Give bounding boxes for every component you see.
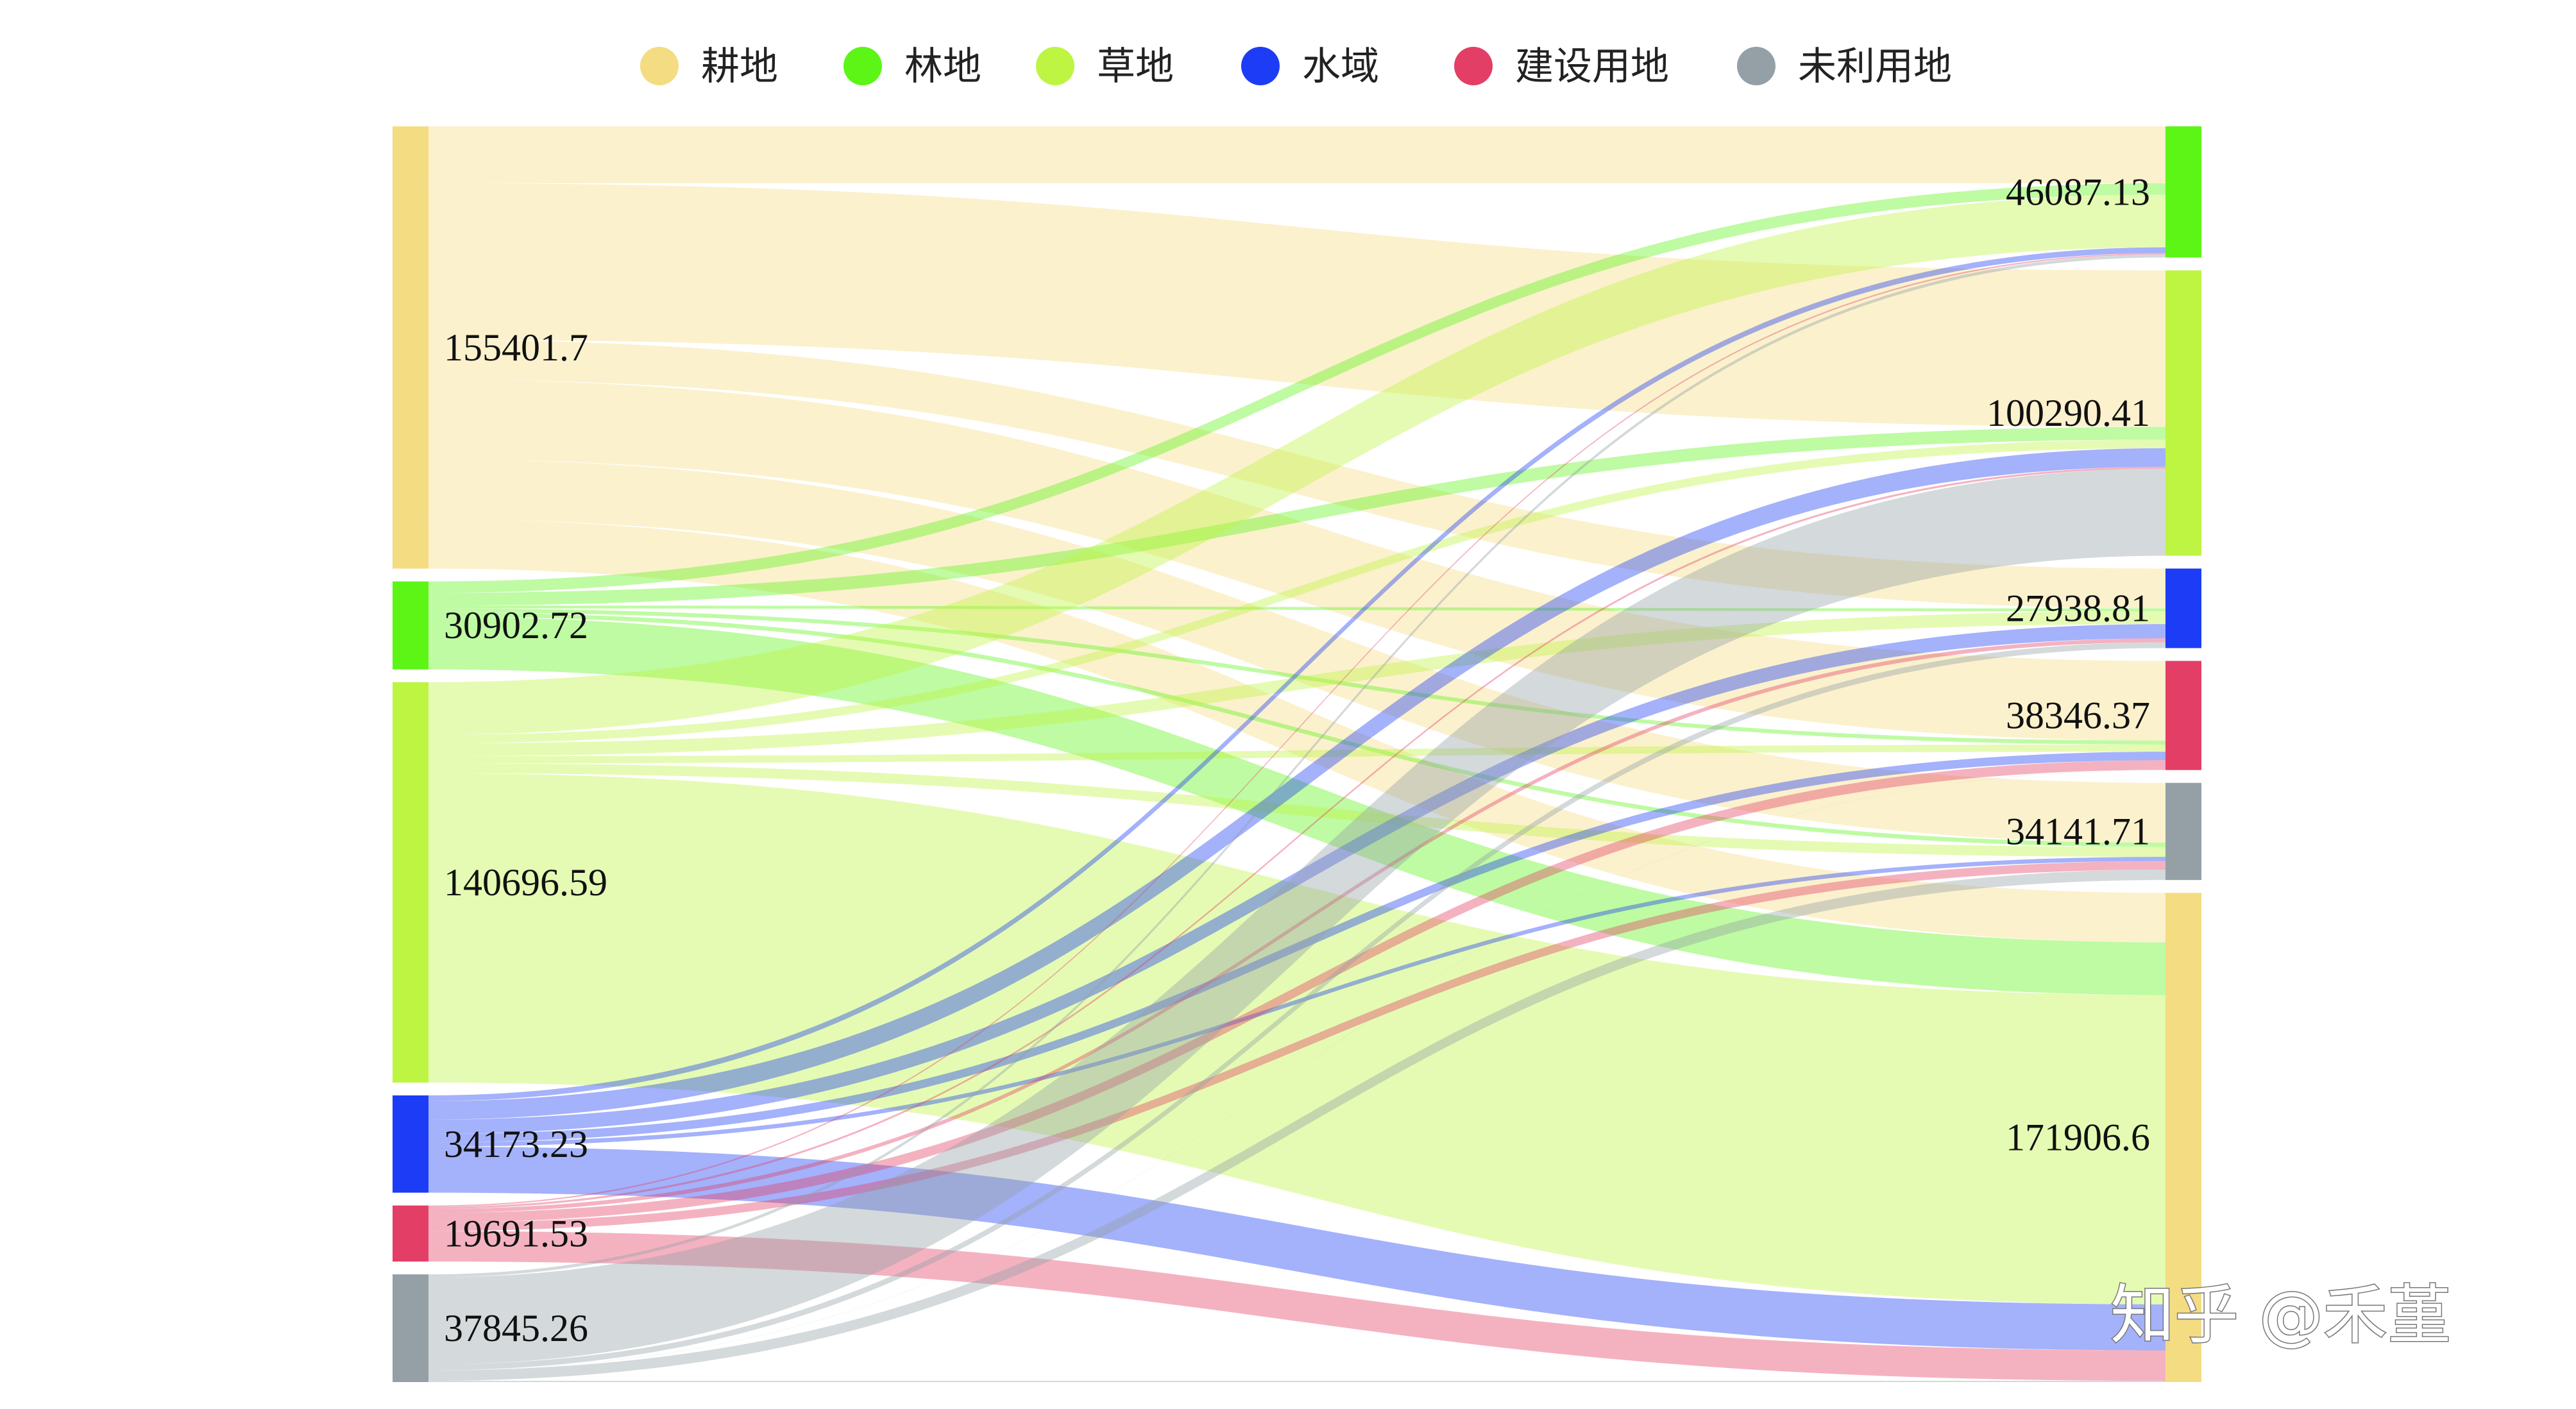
source-node-label-unused: 37845.26	[444, 1307, 588, 1349]
link-builtup-to-unused	[428, 861, 2165, 1231]
link-forest-to-builtup	[428, 608, 2165, 745]
link-unused-to-water	[428, 642, 2165, 1371]
nodes	[393, 126, 2201, 1382]
source-node-unused	[393, 1274, 428, 1382]
link-forest-to-grass	[428, 426, 2165, 606]
link-grass-to-farmland	[428, 773, 2165, 1304]
legend-label-forest: 林地	[904, 44, 981, 89]
watermark-text: 知乎 @禾堇	[2110, 1278, 2452, 1353]
link-forest-to-farmland	[428, 616, 2165, 995]
link-builtup-to-water	[428, 638, 2165, 1213]
link-unused-to-farmland	[428, 1381, 2165, 1383]
link-grass-to-grass	[428, 439, 2165, 744]
link-unused-to-forest	[428, 254, 2165, 1278]
link-water-to-farmland	[428, 1146, 2165, 1351]
link-grass-to-builtup	[428, 744, 2165, 764]
link-builtup-to-grass	[428, 466, 2165, 1210]
link-builtup-to-forest	[428, 253, 2165, 1207]
source-node-water	[393, 1095, 428, 1193]
link-unused-to-unused	[428, 870, 2165, 1381]
source-node-label-builtup: 19691.53	[444, 1212, 588, 1254]
target-node-label-unused: 34141.71	[2006, 810, 2150, 852]
target-node-label-grass: 100290.41	[1987, 392, 2150, 434]
source-node-forest	[393, 581, 428, 670]
legend-label-builtup: 建设用地	[1515, 44, 1669, 89]
flow-links	[428, 126, 2165, 1383]
node-labels: 155401.7 30902.72 140696.59 34173.23 19691.5…	[444, 171, 2150, 1349]
source-node-grass	[393, 682, 428, 1083]
legend-marker-water	[1241, 47, 1280, 85]
link-farmland-to-forest	[428, 126, 2165, 183]
legend-marker-unused	[1737, 47, 1775, 85]
target-node-farmland	[2165, 893, 2201, 1382]
target-node-label-farmland: 171906.6	[2006, 1117, 2150, 1159]
link-farmland-to-builtup	[428, 379, 2165, 741]
link-farmland-to-farmland	[428, 519, 2165, 943]
link-forest-to-forest	[428, 183, 2165, 593]
link-unused-to-grass	[428, 468, 2165, 1365]
legend-marker-forest	[843, 47, 882, 85]
source-node-builtup	[393, 1205, 428, 1262]
target-node-label-water: 27938.81	[2006, 587, 2150, 630]
link-water-to-water	[428, 624, 2165, 1134]
legend-label-water: 水域	[1302, 44, 1379, 89]
source-node-farmland	[393, 126, 428, 569]
source-node-label-forest: 30902.72	[444, 604, 588, 646]
link-builtup-to-farmland	[428, 1231, 2165, 1381]
source-node-label-farmland: 155401.7	[444, 326, 588, 369]
link-forest-to-unused	[428, 612, 2165, 847]
link-water-to-builtup	[428, 752, 2165, 1143]
link-water-to-unused	[428, 857, 2165, 1147]
source-node-label-water: 34173.23	[444, 1123, 588, 1165]
legend-label-unused: 未利用地	[1798, 44, 1952, 89]
legend-label-grass: 草地	[1097, 44, 1174, 89]
target-node-label-forest: 46087.13	[2006, 171, 2150, 213]
target-node-forest	[2165, 126, 2201, 258]
legend-label-farmland: 耕地	[701, 44, 778, 89]
link-grass-to-water	[428, 611, 2165, 757]
target-node-unused	[2165, 782, 2201, 881]
link-farmland-to-grass	[428, 183, 2165, 427]
target-node-builtup	[2165, 661, 2201, 770]
link-farmland-to-water	[428, 339, 2165, 609]
link-grass-to-forest	[428, 194, 2165, 735]
legend-marker-builtup	[1454, 47, 1493, 85]
legend-marker-farmland	[640, 47, 679, 85]
target-node-label-builtup: 38346.37	[2006, 695, 2150, 737]
legend: 耕地 林地 草地 水域 建设用地 未利用地	[640, 44, 1952, 89]
source-node-label-grass: 140696.59	[444, 861, 607, 904]
target-node-grass	[2165, 270, 2201, 556]
link-grass-to-unused	[428, 763, 2165, 857]
target-node-water	[2165, 568, 2201, 648]
link-water-to-grass	[428, 448, 2165, 1120]
legend-marker-grass	[1036, 47, 1074, 85]
link-forest-to-water	[428, 605, 2165, 612]
link-farmland-to-unused	[428, 459, 2165, 843]
link-builtup-to-builtup	[428, 760, 2165, 1223]
link-unused-to-builtup	[428, 770, 2165, 1371]
link-water-to-forest	[428, 247, 2165, 1101]
